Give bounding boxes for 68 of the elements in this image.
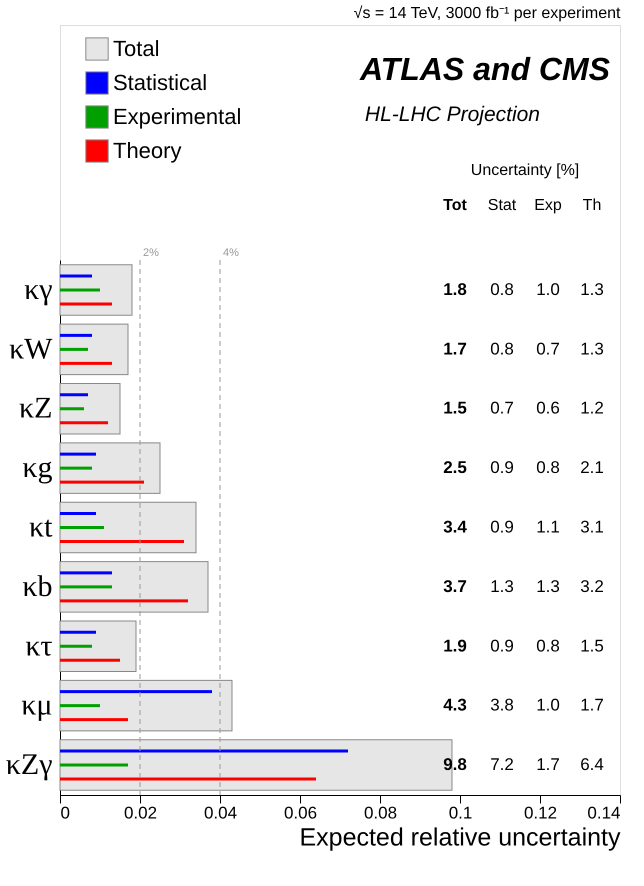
annotation: 0.8 [490,339,514,358]
annotation: 1.1 [536,518,560,536]
annotation: 4.3 [443,696,467,715]
annotation: 2.1 [580,458,604,478]
annotation: 2.5 [443,458,467,478]
annotation: 1.7 [536,755,560,774]
annotation: 0.8 [536,636,560,656]
text: Tot [443,197,468,214]
annotation: 0.7 [536,339,560,358]
legend-label: Experimental [113,104,242,129]
text: Stat [488,197,517,214]
y-tick-label: κμ [21,688,52,722]
chart-title: √s = 14 TeV, 3000 fb⁻¹ per experiment [354,5,622,22]
y-tick-label: κb [22,570,52,603]
annotation: 1.5 [580,636,604,656]
x-tick-label: 0 [60,804,70,822]
annotation: 1.3 [536,576,560,596]
annotation: 1.0 [536,280,560,299]
annotation: 0.9 [490,636,514,656]
annotation: 1.2 [580,398,604,418]
legend-label: Statistical [113,70,208,95]
legend-label: Theory [113,138,182,163]
annotation: 0.6 [536,398,560,418]
annotation: 0.8 [536,458,560,478]
annotation: 1.3 [580,339,604,358]
x-tick-label: 0.1 [448,804,472,822]
x-axis-title: Expected relative uncertainty [299,824,621,852]
annotation: 1.8 [443,280,467,299]
ref-line-label: 4% [223,247,240,259]
annotation: 1.5 [443,398,467,418]
text: HL-LHC Projection [364,103,540,126]
x-tick-label: 0.12 [524,804,558,822]
text: Th [582,197,602,214]
legend-label: Total [113,36,160,61]
y-tick-label: κZ [19,392,52,425]
annotation: 0.8 [490,280,514,299]
x-tick-label: 0.06 [284,804,318,822]
y-tick-label: κτ [25,629,52,662]
y-tick-label: κZγ [6,748,52,782]
annotation: 3.4 [443,518,468,536]
annotation: 3.2 [580,576,604,596]
annotation: 3.8 [490,696,514,715]
annotation: 7.2 [490,755,514,774]
annotation: 9.8 [443,755,467,774]
annotation: 3.1 [580,518,604,536]
annotation: 1.3 [490,576,514,596]
annotation: 1.3 [580,280,604,299]
y-tick-label: κg [22,451,52,484]
ref-line-label: 2% [143,247,160,259]
y-tick-label: κt [29,510,54,544]
annotation: 0.9 [490,458,514,478]
x-tick-label: 0.08 [364,804,398,822]
annotation: 3.7 [443,576,467,596]
annotation: 1.9 [443,636,467,656]
text: Uncertainty [%] [470,162,580,179]
y-tick-label: κW [9,332,54,366]
y-tick-label: κγ [24,272,52,306]
annotation: 1.7 [580,696,604,715]
annotation: 1.7 [443,339,467,358]
annotation: 0.9 [490,518,514,536]
text: Exp [534,197,562,214]
annotation: 0.7 [490,398,514,418]
x-tick-label: 0.14 [587,804,620,822]
x-tick-label: 0.04 [204,804,238,822]
text: ATLAS and CMS [358,51,611,87]
annotation: 6.4 [580,755,604,774]
x-tick-label: 0.02 [124,804,158,822]
annotation: 1.0 [536,696,560,715]
